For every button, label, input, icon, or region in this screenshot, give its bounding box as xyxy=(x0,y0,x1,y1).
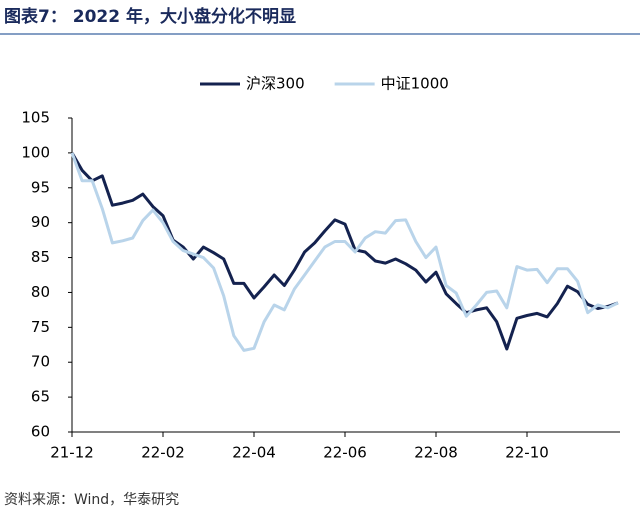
x-tick-label: 22-02 xyxy=(141,444,185,462)
y-tick-label: 105 xyxy=(21,109,50,127)
y-tick-label: 60 xyxy=(31,423,50,441)
x-tick-label: 22-10 xyxy=(505,444,549,462)
y-tick-label: 65 xyxy=(31,388,50,406)
source-note: 资料来源：Wind，华泰研究 xyxy=(4,492,179,508)
chart-title: 图表7： 2022 年，大小盘分化不明显 xyxy=(4,6,296,27)
y-tick-label: 70 xyxy=(31,353,50,371)
legend-label: 沪深300 xyxy=(246,75,305,93)
x-tick-label: 22-04 xyxy=(232,444,276,462)
y-tick-label: 80 xyxy=(31,283,50,301)
legend-label: 中证1000 xyxy=(381,75,449,93)
y-tick-label: 75 xyxy=(31,318,50,336)
series-line xyxy=(70,152,619,351)
y-tick-label: 85 xyxy=(31,248,50,266)
x-tick-label: 21-12 xyxy=(50,444,94,462)
x-tick-label: 22-06 xyxy=(323,444,367,462)
series-line xyxy=(70,152,619,352)
y-tick-label: 95 xyxy=(31,178,50,196)
y-tick-label: 100 xyxy=(21,143,50,161)
x-tick-label: 22-08 xyxy=(414,444,458,462)
y-tick-label: 90 xyxy=(31,213,50,231)
